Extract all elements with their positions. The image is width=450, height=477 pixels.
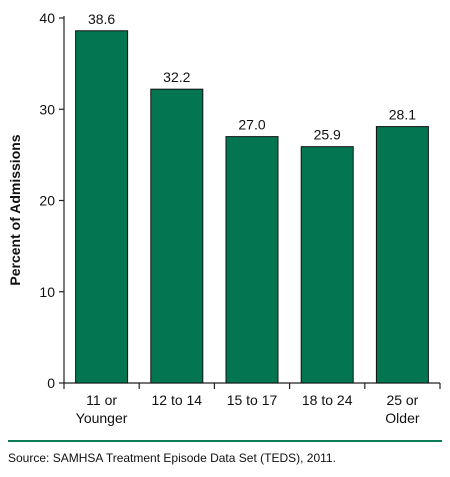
bar-value-label: 38.6: [88, 11, 115, 27]
bar-value-label: 25.9: [314, 127, 341, 143]
bar: [225, 136, 279, 384]
y-tick-label: 30: [39, 101, 55, 117]
bar-value-label: 27.0: [238, 117, 265, 133]
x-category-label: 18 to 24: [302, 392, 353, 408]
bar: [150, 88, 204, 384]
bars: [75, 30, 429, 384]
source-divider: [8, 440, 442, 442]
bar: [75, 30, 129, 384]
x-category-label: 11 or Younger: [76, 392, 128, 426]
bar: [300, 146, 354, 384]
y-tick-label: 0: [47, 375, 55, 391]
labels: 38.6 11 or Younger 32.2 12 to 14 27.0 15 to 17…: [76, 11, 420, 426]
bar-chart: 0 10 20 30 40 38.6 11 or Younger 32.2 12 to 14 27…: [7, 10, 441, 426]
source-note: Source: SAMHSA Treatment Episode Data Se…: [8, 451, 336, 465]
y-tick-label: 10: [39, 284, 55, 300]
x-category-label: 25 or Older: [385, 392, 420, 426]
bar-value-label: 32.2: [163, 69, 190, 85]
y-tick-label: 40: [39, 10, 55, 26]
bar: [375, 126, 429, 384]
x-category-label: 12 to 14: [151, 392, 202, 408]
bar-value-label: 28.1: [389, 107, 416, 123]
x-category-label: 15 to 17: [227, 392, 278, 408]
y-tick-label: 20: [39, 193, 55, 209]
y-axis-title: Percent of Admissions: [7, 134, 23, 285]
